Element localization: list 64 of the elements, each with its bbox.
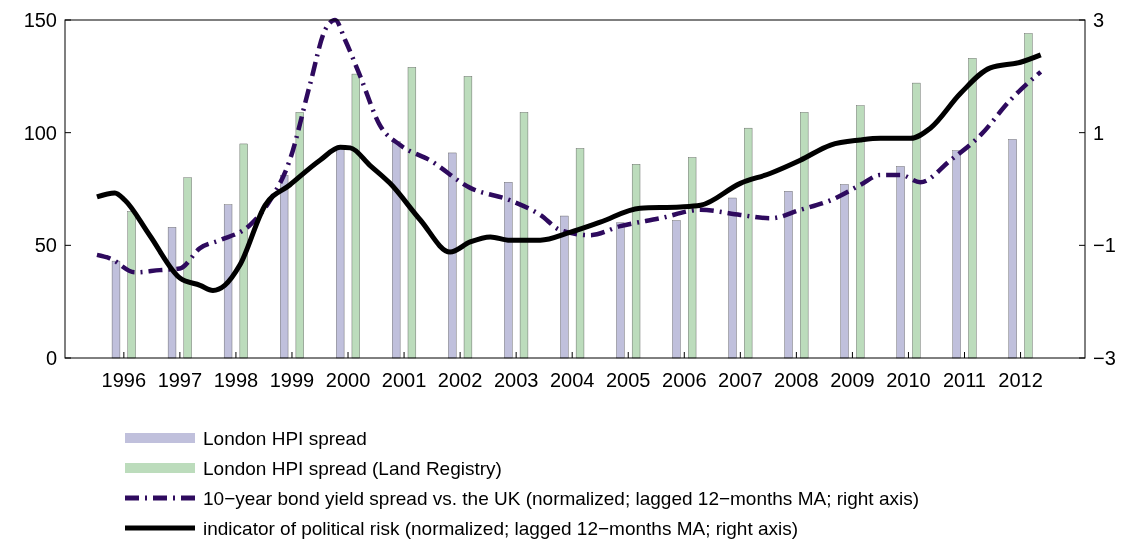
- bar: [672, 220, 681, 359]
- bar: [800, 112, 809, 359]
- x-tick-label: 2006: [662, 369, 707, 391]
- bar: [127, 211, 136, 359]
- bar: [295, 112, 304, 359]
- bar: [896, 166, 905, 359]
- y-tick-label: 150: [23, 9, 57, 31]
- bar: [912, 82, 921, 359]
- bar: [968, 58, 977, 359]
- x-tick-label: 2004: [549, 369, 595, 391]
- x-tick-label: 2007: [718, 369, 763, 391]
- y-tick-label: 0: [45, 347, 57, 369]
- bar: [840, 184, 849, 359]
- x-tick-label: 1996: [101, 369, 147, 391]
- bar: [336, 148, 345, 359]
- bar: [728, 197, 737, 359]
- bar: [111, 260, 121, 359]
- x-tick-label: 2010: [886, 369, 931, 391]
- y2-tick-label: 1: [1093, 121, 1105, 144]
- bar: [239, 143, 248, 359]
- bar: [952, 150, 961, 359]
- bar: [784, 191, 793, 359]
- x-tick-label: 2012: [998, 369, 1043, 391]
- x-tick-label: 1998: [213, 369, 259, 391]
- legend-label: indicator of political risk (normalized; lagged 12−months MA; right axis): [203, 517, 799, 539]
- y2-tick-label: −3: [1093, 347, 1116, 369]
- x-tick-label: 2001: [381, 369, 427, 391]
- bar: [463, 76, 473, 359]
- line-series: [94, 17, 1043, 275]
- x-tick-label: 2005: [605, 369, 651, 391]
- bar: [504, 182, 513, 359]
- bar: [744, 127, 753, 359]
- y-tick-label: 100: [23, 121, 57, 144]
- bar: [392, 141, 401, 359]
- bar: [631, 164, 641, 359]
- y-tick-label: 50: [34, 234, 57, 257]
- bar: [167, 227, 177, 359]
- x-tick-label: 2009: [830, 369, 875, 391]
- x-tick-label: 2008: [774, 369, 819, 391]
- legend-label: 10−year bond yield spread vs. the UK (normalized; lagged 12−months MA; right axis): [203, 487, 920, 509]
- bar: [351, 73, 360, 359]
- bar: [407, 67, 417, 359]
- x-tick-label: 1997: [157, 369, 203, 391]
- bar: [280, 175, 289, 359]
- bar: [616, 222, 625, 359]
- bar: [1024, 33, 1033, 359]
- bar: [223, 204, 233, 359]
- bar: [183, 177, 192, 359]
- bar: [688, 157, 697, 359]
- bar: [856, 105, 865, 359]
- x-tick-label: 1999: [269, 369, 315, 391]
- bar: [575, 148, 585, 359]
- x-tick-label: 2003: [493, 369, 539, 391]
- bar: [519, 112, 529, 359]
- y2-tick-label: 3: [1093, 9, 1105, 31]
- bar: [1008, 139, 1017, 359]
- legend-label: London HPI spread: [203, 427, 367, 449]
- x-tick-label: 2000: [325, 369, 371, 391]
- y2-tick-label: −1: [1093, 234, 1116, 257]
- x-tick-label: 2002: [437, 369, 483, 391]
- legend-label: London HPI spread (Land Registry): [203, 457, 502, 479]
- x-tick-label: 2011: [943, 369, 987, 391]
- bar: [448, 152, 457, 359]
- bar: [560, 215, 569, 359]
